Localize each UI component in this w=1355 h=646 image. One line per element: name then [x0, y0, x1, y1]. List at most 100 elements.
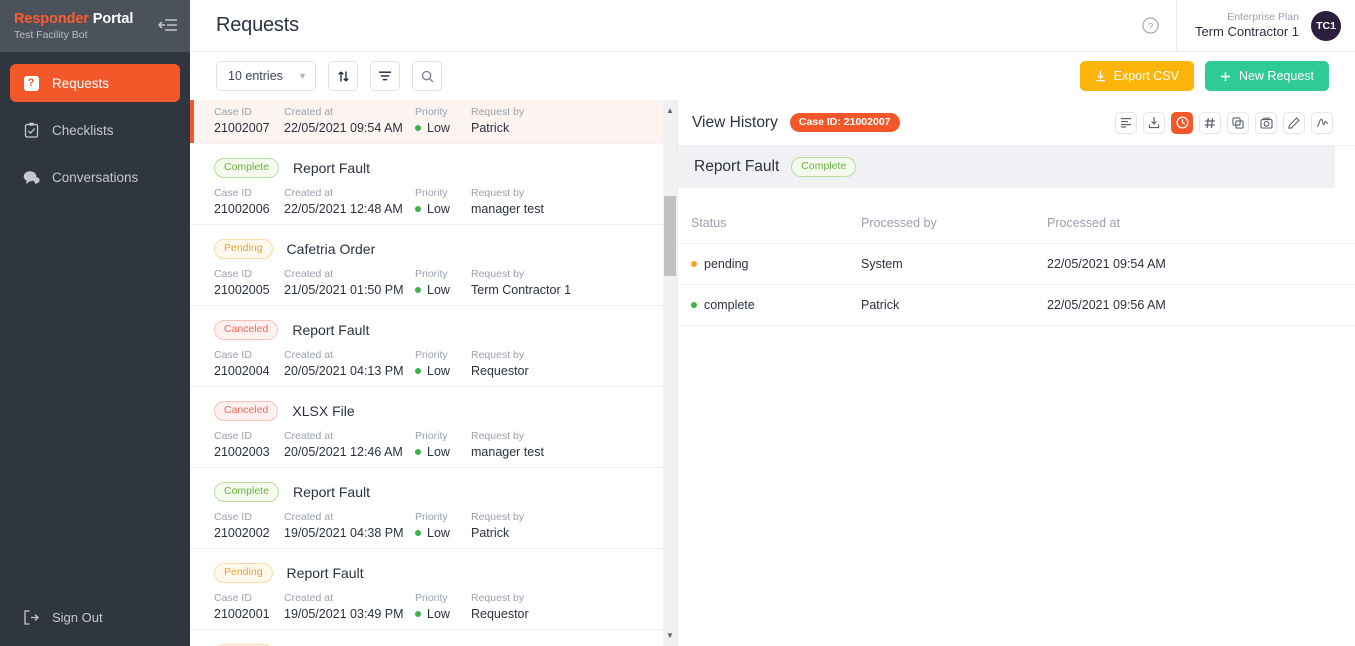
field-label: Request by — [471, 592, 525, 604]
field-request-by: Request by Term Contractor 1 — [471, 268, 571, 297]
field-priority: Priority Low — [415, 592, 471, 621]
user-info: Enterprise Plan Term Contractor 1 — [1195, 11, 1299, 40]
request-row[interactable]: Canceled XLSX File Case ID 21002003 Created … — [190, 387, 677, 468]
field-request-by: Request by Requestor — [471, 592, 529, 621]
request-row[interactable]: Pending Report Fault Case ID 21002001 Create… — [190, 549, 677, 630]
sidebar-item-checklists[interactable]: Checklists — [10, 111, 180, 149]
column-header: Processed at — [1047, 215, 1120, 230]
field-value: Low — [427, 202, 450, 216]
field-request-by: Request by Patrick — [471, 511, 524, 540]
sidebar-header: Responder Portal Test Facility Bot — [0, 0, 190, 52]
request-row-fields: Case ID 21002004 Created at 20/05/2021 04:1… — [214, 349, 677, 378]
request-row-header: Canceled Report Fault — [214, 320, 677, 340]
field-value: 22/05/2021 09:54 AM — [284, 121, 403, 135]
hash-icon[interactable] — [1199, 111, 1221, 134]
field-value: 21002006 — [214, 202, 270, 216]
field-label: Case ID — [214, 430, 252, 442]
field-label: Created at — [284, 106, 334, 118]
request-row-fields: Case ID 21002001 Created at 19/05/2021 03:4… — [214, 592, 677, 621]
plus-icon — [1220, 71, 1231, 82]
request-row-fields: Case ID 21002002 Created at 19/05/2021 04:3… — [214, 511, 677, 540]
field-value: Low — [427, 445, 450, 459]
list-scrollbar[interactable]: ▲ ▼ — [663, 100, 677, 646]
camera-icon[interactable] — [1255, 111, 1277, 134]
field-value: 21002002 — [214, 526, 270, 540]
field-label: Created at — [284, 511, 334, 523]
status-badge: Canceled — [214, 320, 279, 340]
export-csv-button[interactable]: Export CSV — [1079, 61, 1194, 91]
request-row[interactable]: Pending Cafetria Order Case ID 21002005 Crea… — [190, 225, 677, 306]
details-lines-icon[interactable] — [1115, 111, 1137, 134]
request-title: Report Fault — [694, 158, 780, 175]
download-icon[interactable] — [1143, 111, 1165, 134]
case-id-badge: Case ID: 21002007 — [789, 112, 900, 133]
cell-processed-at: 22/05/2021 09:54 AM — [1047, 257, 1166, 271]
filter-button[interactable] — [370, 61, 400, 91]
field-created-at: Created at 22/05/2021 12:48 AM — [284, 187, 415, 216]
field-value: 22/05/2021 12:48 AM — [284, 202, 403, 216]
request-row-header: Pending Report Fault — [214, 563, 677, 583]
request-title: Report Fault — [292, 322, 370, 338]
column-header: Status — [691, 215, 727, 230]
search-button[interactable] — [412, 61, 442, 91]
field-value: 21002005 — [214, 283, 270, 297]
request-row[interactable]: Complete Report Fault Case ID 21002002 Creat… — [190, 468, 677, 549]
field-case-id: Case ID 21002002 — [214, 511, 284, 540]
table-spacer — [678, 188, 1355, 202]
field-label: Request by — [471, 349, 525, 361]
filter-icon — [378, 70, 392, 82]
sort-arrows-icon — [337, 70, 350, 83]
priority-dot-icon — [415, 206, 421, 212]
user-name: Term Contractor 1 — [1194, 23, 1299, 39]
field-value: Requestor — [471, 607, 529, 621]
field-label: Priority — [415, 430, 448, 442]
cell-processed-at: 22/05/2021 09:56 AM — [1047, 298, 1166, 312]
list-toolbar: 10 entries ▼ — [190, 52, 1355, 100]
field-label: Case ID — [214, 349, 252, 361]
pencil-icon[interactable] — [1283, 111, 1305, 134]
field-case-id: Case ID 21002004 — [214, 349, 284, 378]
history-table-header: Status Processed by Processed at — [678, 202, 1355, 244]
request-row[interactable]: PendingCase IDCreated atPriorityRequest … — [190, 630, 677, 646]
help-circle-icon[interactable]: ? — [1125, 0, 1177, 52]
field-value: Patrick — [471, 121, 510, 135]
scroll-up-arrow-icon[interactable]: ▲ — [666, 105, 674, 115]
history-clock-icon[interactable] — [1171, 111, 1193, 134]
scrollbar-thumb[interactable] — [664, 196, 676, 276]
copy-icon[interactable] — [1227, 111, 1249, 134]
sort-button[interactable] — [328, 61, 358, 91]
sidebar: Responder Portal Test Facility Bot ? — [0, 0, 190, 646]
export-csv-label: Export CSV — [1113, 69, 1179, 83]
entries-value: 10 entries — [228, 69, 283, 83]
field-label: Priority — [415, 106, 448, 118]
request-row-header: Complete Report Fault — [214, 482, 677, 502]
field-value: Low — [427, 607, 450, 621]
sign-out-button[interactable]: Sign Out — [10, 600, 180, 634]
sidebar-item-conversations[interactable]: Conversations — [10, 158, 180, 196]
entries-per-page-select[interactable]: 10 entries ▼ — [216, 61, 316, 91]
user-menu[interactable]: Enterprise Plan Term Contractor 1 TC1 — [1177, 0, 1355, 52]
field-value-wrap: Low — [415, 364, 471, 378]
field-priority: Priority Low — [415, 349, 471, 378]
signature-icon[interactable] — [1311, 111, 1333, 134]
priority-dot-icon — [415, 125, 421, 131]
field-value: Requestor — [471, 364, 529, 378]
status-badge: Pending — [214, 563, 273, 583]
request-row[interactable]: Canceled Report Fault Case ID 21002004 Creat… — [190, 306, 677, 387]
request-title: Report Fault — [292, 484, 370, 500]
priority-dot-icon — [415, 530, 421, 536]
new-request-button[interactable]: New Request — [1204, 61, 1329, 91]
field-value-wrap: Low — [415, 607, 471, 621]
request-row[interactable]: Complete Report Fault Case ID 21002006 Creat… — [190, 144, 677, 225]
status-dot-icon — [691, 302, 697, 308]
sidebar-item-requests[interactable]: ? Requests — [10, 64, 180, 102]
collapse-panel-icon[interactable] — [158, 17, 178, 33]
scroll-down-arrow-icon[interactable]: ▼ — [666, 630, 674, 640]
main-area: Requests ? Enterprise Plan Term Contract… — [190, 0, 1355, 646]
request-title: Report Fault — [286, 565, 364, 581]
field-value: manager test — [471, 202, 544, 216]
request-row-header: Pending — [214, 644, 677, 646]
brand-secondary: Portal — [92, 10, 134, 27]
cell-processed-by: Patrick — [861, 298, 900, 312]
